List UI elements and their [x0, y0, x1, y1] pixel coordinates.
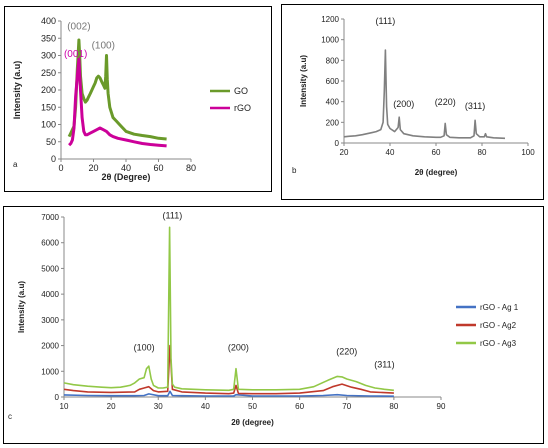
legend-label-1: GO — [234, 86, 248, 96]
series-line-2 — [68, 57, 167, 148]
x-tick-label: 0 — [58, 163, 63, 173]
xrd-chart-c: 10 20 30 40 50 60 70 80 90 0 1000 2000 3000 4000 5000 6… — [8, 210, 519, 427]
panel-label: b — [292, 166, 297, 175]
x-tick-label: 80 — [478, 148, 487, 157]
y-tick-label: 6000 — [41, 239, 59, 248]
peak-annotation-2: (200) — [393, 99, 414, 109]
y-axis-label: Intensity (a.u) — [17, 281, 26, 333]
x-tick-label: 30 — [154, 402, 163, 411]
x-tick-label: 80 — [389, 402, 398, 411]
series-line-3 — [63, 226, 394, 392]
legend-label-2: rGO - Ag2 — [480, 321, 517, 330]
peak-annotation-1: (002) — [67, 22, 90, 33]
y-tick-label: 400 — [41, 16, 56, 26]
y-tick-label: 1000 — [321, 36, 339, 45]
x-tick-label: 60 — [295, 402, 304, 411]
series-line-1 — [343, 49, 506, 140]
y-tick-label: 0 — [335, 139, 340, 148]
panel-label: a — [13, 160, 18, 169]
peak-annotation-1: (111) — [163, 210, 183, 220]
panel-label: c — [8, 412, 12, 421]
y-tick-label: 1200 — [321, 15, 339, 24]
y-tick-label: 150 — [41, 102, 56, 112]
x-tick-label: 70 — [342, 402, 351, 411]
y-tick-label: 200 — [326, 118, 340, 127]
y-tick-label: 0 — [51, 154, 56, 164]
y-tick-label: 4000 — [41, 290, 59, 299]
x-tick-label: 20 — [88, 163, 98, 173]
y-tick-label: 7000 — [41, 213, 59, 222]
xrd-chart-a: 0 20 40 60 80 0 50 100 150 200 250 300 350 400 2θ (Deg… — [12, 16, 251, 182]
chart-panel-a: 0 20 40 60 80 0 50 100 150 200 250 300 350 400 2θ (Deg… — [4, 6, 272, 192]
x-axis-label: 2θ (Degree) — [102, 172, 151, 182]
x-tick-label: 40 — [201, 402, 210, 411]
series-line-1 — [67, 38, 167, 141]
series-line-2 — [63, 344, 394, 395]
x-axis-label: 2θ (degree) — [415, 168, 458, 177]
y-tick-label: 600 — [326, 77, 340, 86]
y-tick-label: 300 — [41, 51, 56, 61]
legend-label-1: rGO - Ag 1 — [480, 303, 519, 312]
chart-panel-c: 10 20 30 40 50 60 70 80 90 0 1000 2000 3000 4000 5000 6… — [3, 206, 544, 444]
peak-annotation-1: (111) — [376, 16, 396, 26]
y-tick-label: 50 — [46, 137, 56, 147]
peak-annotation-4: (220) — [336, 347, 357, 357]
x-tick-label: 60 — [432, 148, 441, 157]
peak-annotation-2: (100) — [134, 343, 155, 353]
y-tick-label: 0 — [55, 393, 60, 402]
y-axis-label: Intensity (a.u) — [299, 55, 308, 107]
x-tick-label: 20 — [107, 402, 116, 411]
y-axis-label: Intensity (a.u) — [12, 61, 22, 120]
peak-annotation-2: (100) — [92, 41, 115, 52]
y-tick-label: 100 — [41, 120, 56, 130]
x-axis-label: 2θ (degree) — [231, 418, 274, 427]
y-tick-label: 250 — [41, 68, 56, 78]
legend-label-3: rGO - Ag3 — [480, 339, 517, 348]
y-tick-label: 200 — [41, 85, 56, 95]
peak-annotation-3: (220) — [435, 97, 456, 107]
x-tick-label: 60 — [153, 163, 163, 173]
legend-label-2: rGO — [234, 103, 251, 113]
chart-panel-b: 20 40 60 80 100 0 200 400 600 800 1000 1200 2θ (degr… — [281, 4, 544, 200]
x-tick-label: 80 — [186, 163, 196, 173]
peak-annotation-5: (311) — [374, 359, 394, 369]
x-tick-label: 20 — [340, 148, 349, 157]
y-tick-label: 1000 — [41, 367, 59, 376]
x-tick-label: 100 — [521, 148, 535, 157]
x-tick-label: 40 — [386, 148, 395, 157]
peak-annotation-3: (001) — [64, 49, 87, 60]
x-tick-label: 90 — [437, 402, 446, 411]
y-tick-label: 5000 — [41, 264, 59, 273]
y-tick-label: 2000 — [41, 342, 59, 351]
peak-annotation-4: (311) — [465, 101, 485, 111]
series-line-1 — [63, 390, 394, 397]
y-tick-label: 3000 — [41, 316, 59, 325]
peak-annotation-3: (200) — [228, 343, 249, 353]
x-tick-label: 40 — [121, 163, 131, 173]
y-tick-label: 350 — [41, 33, 56, 43]
x-tick-label: 10 — [60, 402, 69, 411]
y-tick-label: 800 — [326, 56, 340, 65]
x-tick-label: 50 — [248, 402, 257, 411]
y-tick-label: 400 — [326, 98, 340, 107]
